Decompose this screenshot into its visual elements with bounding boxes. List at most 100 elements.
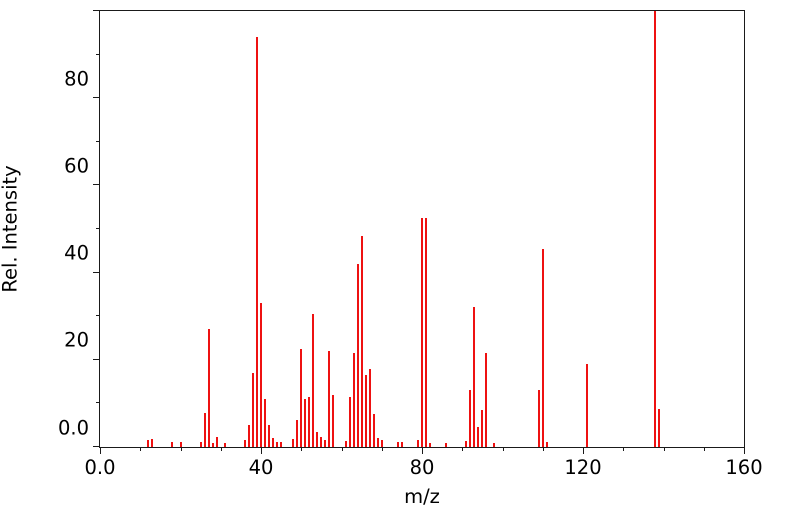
spectrum-peak <box>396 441 399 447</box>
spectrum-peak <box>255 37 258 447</box>
x-tick-minor <box>703 447 705 451</box>
x-tick-minor <box>341 447 343 451</box>
x-tick-minor <box>140 447 142 451</box>
spectrum-peak <box>352 353 355 447</box>
spectrum-peak <box>243 440 246 447</box>
spectrum-peak <box>421 218 423 447</box>
x-tick-minor <box>180 447 182 451</box>
x-tick-mark <box>261 447 262 454</box>
x-tick-minor <box>301 447 303 451</box>
spectrum-peak <box>380 439 383 447</box>
spectrum-peak <box>416 440 419 447</box>
y-tick-mark <box>93 97 100 99</box>
spectrum-peak <box>147 440 150 447</box>
spectrum-peak <box>332 394 335 447</box>
y-tick-mark <box>93 271 100 273</box>
spectrum-peak <box>348 396 351 447</box>
y-tick-mark <box>93 358 100 360</box>
x-tick-label: 120 <box>564 456 602 479</box>
spectrum-peak <box>364 375 367 447</box>
x-tick-mark <box>422 447 423 454</box>
spectrum-peak <box>445 443 448 447</box>
y-tick-label: 60 <box>64 154 89 178</box>
y-tick-minor <box>96 140 100 142</box>
spectrum-peak <box>368 368 371 447</box>
spectrum-peak <box>260 303 262 447</box>
spectrum-peak <box>264 399 267 447</box>
spectrum-peak <box>304 399 307 447</box>
y-tick-mark <box>93 10 100 11</box>
x-tick-mark <box>100 447 101 454</box>
spectrum-peak <box>586 364 589 447</box>
spectrum-peak <box>276 441 279 447</box>
spectrum-peak <box>171 442 174 447</box>
spectrum-peak <box>151 438 154 447</box>
y-axis-title: Rel. Intensity <box>0 165 22 293</box>
spectrum-peak <box>356 263 359 447</box>
spectrum-peak <box>473 307 476 447</box>
spectrum-peak <box>312 314 315 447</box>
spectrum-peak <box>493 442 496 447</box>
y-tick-label: 100 <box>52 0 89 1</box>
x-axis-title: m/z <box>404 485 440 508</box>
x-tick-minor <box>542 447 544 451</box>
y-tick-mark <box>93 184 100 186</box>
x-tick-minor <box>623 447 625 451</box>
x-tick-label: 80 <box>409 456 435 479</box>
spectrum-peak <box>268 425 271 447</box>
y-tick-minor <box>96 53 100 55</box>
spectrum-peak <box>280 442 283 447</box>
spectrum-peak <box>179 441 182 447</box>
spectrum-peak <box>425 218 428 447</box>
spectrum-peak <box>465 440 468 447</box>
y-tick-label: 0.0 <box>57 415 89 439</box>
x-tick-minor <box>462 447 464 451</box>
y-tick-label: 80 <box>64 66 89 90</box>
spectrum-peak <box>251 372 254 447</box>
spectrum-peak <box>328 351 331 447</box>
spectrum-peak <box>344 441 347 447</box>
y-tick-label: 40 <box>64 241 89 265</box>
spectrum-peak <box>203 413 206 447</box>
spectrum-peak <box>308 396 311 447</box>
x-tick-mark <box>583 447 584 454</box>
x-tick-label: 40 <box>248 456 274 479</box>
spectrum-peak <box>300 348 303 447</box>
spectrum-peak <box>272 438 275 447</box>
spectrum-peak <box>658 409 661 447</box>
plot-area: 0.0 20 40 60 80 100 0.0 40 80 120 160 <box>52 0 763 477</box>
spectrum-peak <box>199 442 202 447</box>
spectrum-peak <box>296 419 299 447</box>
spectrum-peak <box>654 11 657 447</box>
y-tick-minor <box>96 228 100 229</box>
spectrum-peaks-layer <box>100 11 744 447</box>
spectrum-peak <box>376 438 379 447</box>
spectrum-peak <box>429 442 432 447</box>
x-tick-minor <box>663 447 665 451</box>
spectrum-peak <box>223 443 226 447</box>
spectrum-peak <box>324 440 327 447</box>
x-tick-label: 160 <box>725 456 763 479</box>
spectrum-peak <box>320 436 323 447</box>
spectrum-peak <box>247 425 250 447</box>
spectrum-peak <box>485 353 488 447</box>
y-tick-minor <box>96 315 100 317</box>
x-tick-minor <box>502 447 504 451</box>
spectrum-peak <box>360 235 363 447</box>
spectrum-peak <box>316 432 319 447</box>
y-tick-mark <box>93 446 100 447</box>
spectrum-peak <box>211 442 214 447</box>
x-tick-minor <box>220 447 222 451</box>
spectrum-peak <box>400 442 403 447</box>
y-tick-minor <box>96 402 100 404</box>
spectrum-peak <box>545 442 548 447</box>
spectrum-peak <box>469 390 472 447</box>
x-tick-minor <box>381 447 383 451</box>
spectrum-peak <box>372 414 375 447</box>
spectrum-peak <box>541 248 544 447</box>
spectrum-peak <box>215 436 218 447</box>
x-tick-mark <box>744 447 745 454</box>
y-tick-label: 20 <box>64 328 89 352</box>
x-tick-label: 0.0 <box>84 456 116 479</box>
